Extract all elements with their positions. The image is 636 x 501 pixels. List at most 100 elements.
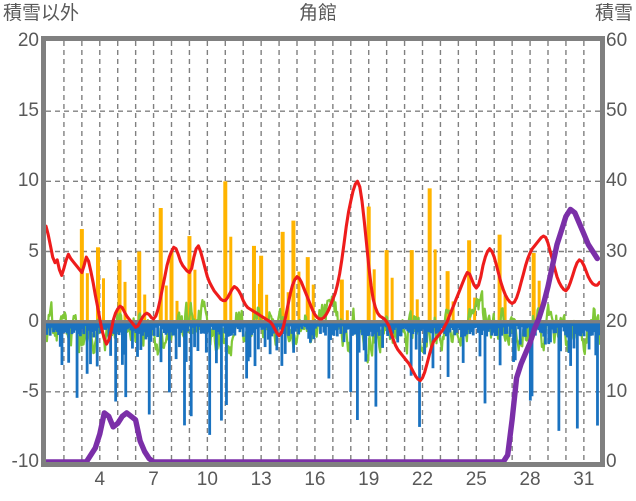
- precipitation-bar: [187, 236, 192, 322]
- negative-bar: [55, 321, 59, 332]
- negative-bar: [386, 321, 390, 336]
- negative-bar: [127, 321, 131, 328]
- negative-bar: [47, 321, 50, 329]
- negative-bar: [587, 321, 591, 350]
- negative-bar: [356, 321, 359, 420]
- negative-bar: [463, 321, 467, 337]
- negative-bar: [345, 321, 349, 330]
- precipitation-bar: [503, 295, 507, 322]
- y-tick-right: 40: [606, 170, 628, 192]
- precipitation-bar: [175, 300, 179, 322]
- negative-bar: [105, 321, 109, 329]
- negative-bar: [455, 321, 458, 333]
- negative-bar: [505, 321, 509, 334]
- negative-bar: [211, 321, 215, 330]
- precipitation-bar: [291, 220, 296, 322]
- negative-bar: [411, 321, 415, 335]
- negative-bar: [307, 321, 311, 339]
- negative-bar: [119, 321, 123, 333]
- negative-bar: [169, 321, 173, 333]
- negative-bar: [354, 321, 358, 335]
- negative-bar: [114, 321, 118, 402]
- plot-border: [41, 36, 605, 467]
- negative-bar: [126, 321, 129, 330]
- x-tick: 4: [94, 469, 106, 490]
- negative-bar: [591, 321, 594, 336]
- negative-bar: [216, 321, 220, 333]
- precipitation-bar: [415, 299, 419, 322]
- negative-bar: [586, 321, 589, 332]
- negative-bar: [131, 321, 134, 349]
- negative-bar: [436, 321, 440, 333]
- precipitation-bar: [384, 250, 389, 322]
- negative-bar: [77, 321, 81, 335]
- negative-bar: [73, 321, 77, 331]
- negative-bar: [485, 321, 489, 337]
- negative-bar: [325, 321, 329, 327]
- precipitation-bar: [531, 252, 536, 322]
- negative-bar: [142, 321, 146, 333]
- y-tick-left: 10: [17, 170, 39, 192]
- negative-bar: [268, 321, 272, 355]
- negative-bar: [374, 321, 378, 407]
- y-tick-left: 20: [17, 30, 39, 51]
- negative-bar: [171, 321, 175, 336]
- negative-bar: [579, 321, 583, 337]
- negative-bar: [550, 321, 554, 330]
- negative-bar: [575, 321, 579, 429]
- negative-bar: [569, 321, 573, 366]
- negative-bar: [367, 321, 371, 336]
- negative-bar: [342, 321, 346, 343]
- precipitation-bar: [169, 251, 174, 322]
- negative-bar: [250, 321, 254, 335]
- negative-bar: [173, 321, 176, 336]
- negative-bar: [85, 321, 89, 374]
- negative-bar: [340, 321, 344, 327]
- negative-bar: [278, 321, 282, 330]
- negative-bar: [253, 321, 257, 367]
- negative-bar: [337, 321, 341, 328]
- negative-bar: [139, 321, 143, 350]
- negative-bar: [240, 321, 243, 330]
- negative-bar: [565, 321, 569, 338]
- negative-bar: [460, 321, 463, 338]
- negative-bar: [65, 321, 69, 334]
- negative-bar: [270, 321, 274, 337]
- negative-bar: [159, 321, 163, 363]
- negative-bar: [517, 321, 520, 330]
- negative-bar: [542, 321, 546, 337]
- negative-bar: [403, 321, 406, 329]
- negative-bar: [525, 321, 529, 329]
- negative-bar: [314, 321, 317, 329]
- y-tick-right: 20: [606, 310, 628, 332]
- precipitation-bar: [158, 207, 163, 322]
- precipitation-bar: [137, 251, 142, 322]
- negative-bar: [293, 321, 297, 332]
- negative-bar: [115, 321, 119, 332]
- negative-bar: [419, 321, 423, 331]
- precipitation-bar: [85, 273, 89, 322]
- negative-bar: [305, 321, 309, 330]
- negative-bar: [416, 321, 420, 333]
- negative-bar: [201, 321, 205, 333]
- negative-bar: [468, 321, 472, 335]
- negative-bar: [594, 321, 598, 356]
- negative-bar: [151, 321, 155, 331]
- x-tick: 31: [573, 469, 595, 490]
- negative-bar: [547, 321, 551, 345]
- precipitation-bar: [537, 280, 541, 322]
- negative-bar: [120, 321, 124, 365]
- precipitation-bar: [117, 259, 122, 322]
- negative-bar: [178, 321, 181, 348]
- negative-bar: [310, 321, 314, 336]
- page-title: 角館: [298, 3, 337, 24]
- negative-bar: [570, 321, 574, 326]
- negative-bar: [251, 321, 255, 333]
- negative-bar: [60, 321, 64, 365]
- negative-bar: [520, 321, 524, 328]
- negative-bar: [161, 321, 165, 330]
- negative-bar: [549, 321, 552, 343]
- negative-bar: [332, 321, 336, 336]
- x-tick: 22: [411, 469, 434, 490]
- negative-bar: [394, 321, 398, 328]
